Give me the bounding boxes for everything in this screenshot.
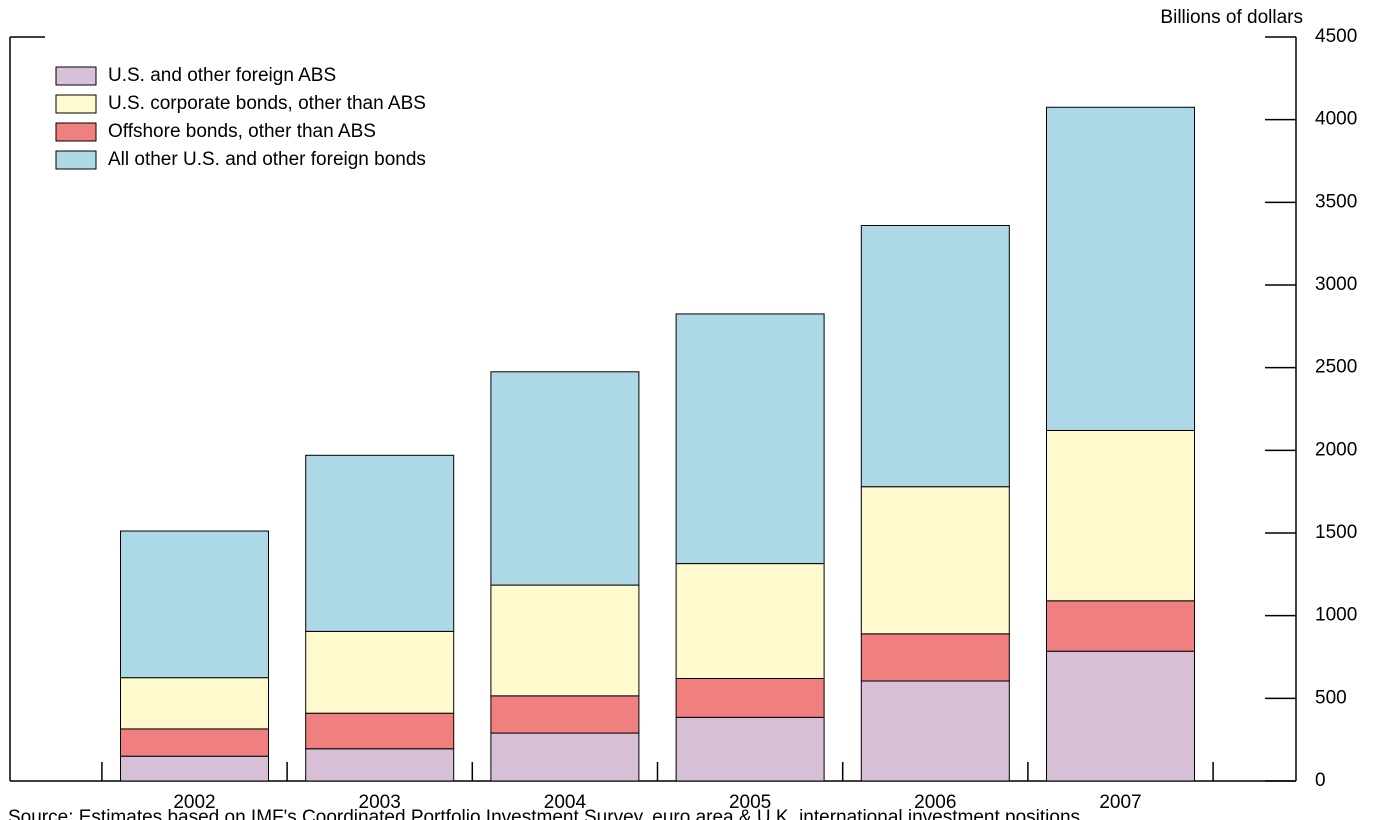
bar-segment [675,563,825,679]
bar-segment [860,486,1010,635]
bar-segment [120,755,269,782]
legend-label: All other U.S. and other foreign bonds [108,149,426,170]
bar-segment [120,728,269,757]
bar-segment [305,630,455,714]
x-tick-label: 2003 [359,792,401,813]
x-tick-label: 2006 [914,792,956,813]
y-axis-label: Billions of dollars [1160,7,1303,28]
bar-segment [490,732,640,782]
bar-segment [490,371,640,586]
bar-segment [305,748,455,782]
bar-segment [1046,106,1195,431]
bar-segment [675,313,825,565]
legend-swatch [55,66,97,86]
legend-swatch [55,150,97,170]
bar-segment [860,224,1010,488]
bar-segment [305,454,455,632]
legend-label: U.S. and other foreign ABS [108,65,336,86]
bar-segment [490,695,640,734]
legend-swatch [55,122,97,142]
bar-segment [120,677,269,730]
y-tick-label: 500 [1315,687,1347,708]
bar-segment [490,584,640,697]
y-tick-label: 3000 [1315,274,1357,295]
y-tick-label: 0 [1315,770,1326,791]
bar-segment [120,530,269,679]
y-tick-label: 3500 [1315,191,1357,212]
x-tick-label: 2004 [544,792,587,813]
bar-segment [675,716,825,782]
x-tick-label: 2005 [729,792,771,813]
y-tick-label: 4000 [1315,109,1357,130]
bar-segment [305,712,455,750]
bar-segment [1046,429,1195,602]
bar-segment [860,633,1010,682]
x-tick-label: 2002 [173,792,215,813]
bar-segment [1046,600,1195,652]
y-tick-label: 1500 [1315,522,1357,543]
bar-segment [675,677,825,718]
bar-segment [860,680,1010,782]
note: Source: Estimates based on IMF's Coordin… [8,807,1085,820]
legend-swatch [55,94,97,114]
y-tick-label: 4500 [1315,26,1357,47]
x-tick-label: 2007 [1099,792,1141,813]
y-tick-label: 2000 [1315,439,1357,460]
legend-label: U.S. corporate bonds, other than ABS [108,93,426,114]
legend-label: Offshore bonds, other than ABS [108,121,376,142]
y-tick-label: 2500 [1315,357,1357,378]
bar-segment [1046,650,1195,782]
y-tick-label: 1000 [1315,605,1357,626]
